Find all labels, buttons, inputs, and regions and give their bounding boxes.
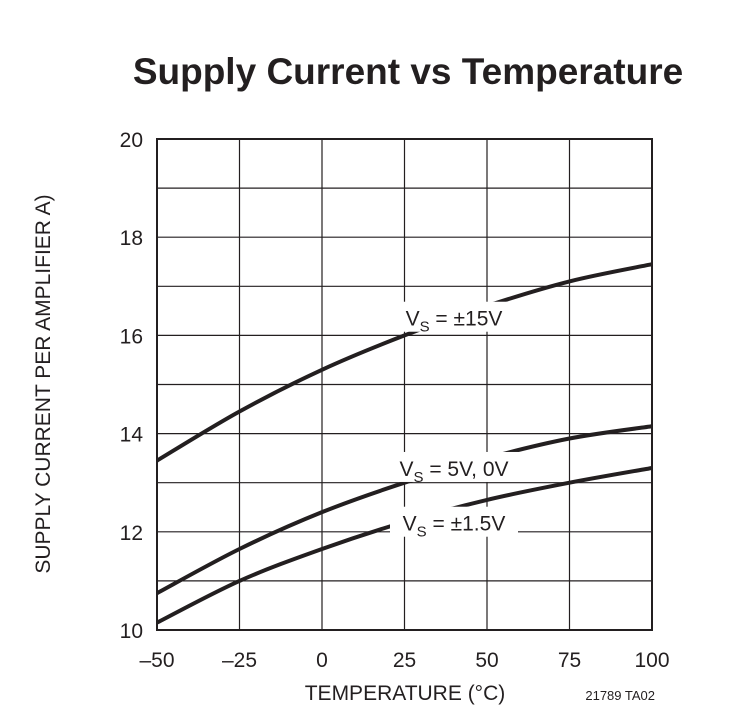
x-tick-label: 75 (558, 649, 581, 672)
plot-frame (156, 138, 653, 631)
x-axis-label: TEMPERATURE (°C) (305, 682, 506, 705)
chart-title: Supply Current vs Temperature (133, 51, 683, 92)
y-tick-label: 14 (120, 424, 144, 447)
x-tick-label: 0 (316, 649, 328, 672)
series-label: VS = 5V, 0V (399, 458, 508, 486)
x-tick-label: 100 (634, 649, 669, 672)
tick-labels: –50 –25 0 25 50 75 100 10 12 14 16 18 20 (120, 129, 670, 672)
x-tick-label: –50 (139, 649, 174, 672)
y-tick-label: 16 (120, 325, 143, 348)
series-label: VS = ±1.5V (403, 513, 506, 541)
grid (156, 138, 653, 631)
series-line-1 (156, 424, 653, 595)
y-tick-label: 18 (120, 227, 143, 250)
series-label: VS = ±15V (406, 308, 503, 336)
series-label-bg (390, 506, 518, 537)
series-label-bg (386, 451, 522, 482)
curves: VS = ±15V VS = 5V, 0V VS = ±1.5V (155, 262, 653, 625)
series-line-0 (155, 262, 653, 463)
x-tick-label: –25 (222, 649, 257, 672)
figure-id: 21789 TA02 (585, 688, 655, 703)
x-tick-label: 25 (393, 649, 416, 672)
y-axis-label: SUPPLY CURRENT PER AMPLIFIER A) (32, 194, 55, 573)
series-label-bg (390, 301, 518, 332)
y-tick-label: 10 (120, 620, 143, 643)
y-tick-label: 12 (120, 522, 143, 545)
y-tick-label: 20 (120, 129, 143, 152)
x-tick-label: 50 (475, 649, 498, 672)
